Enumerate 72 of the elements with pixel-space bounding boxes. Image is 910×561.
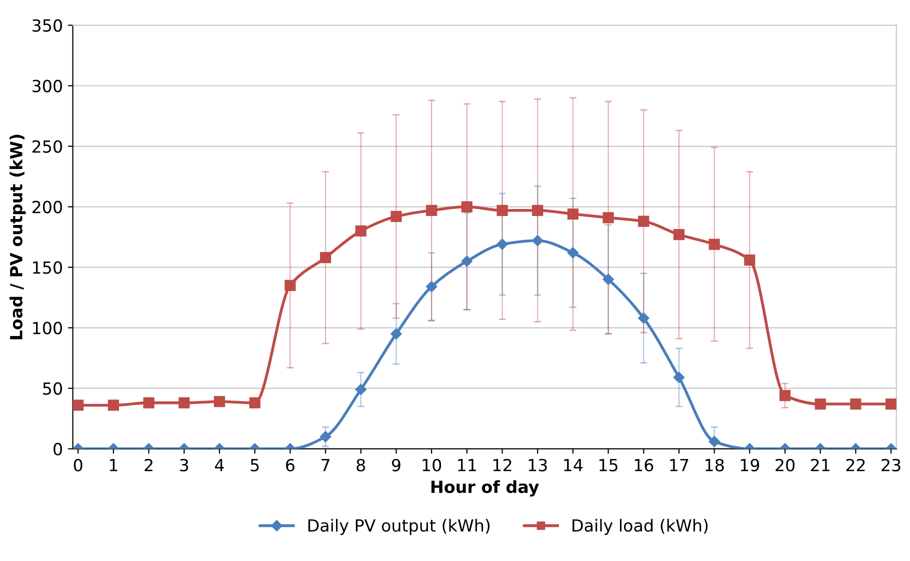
point: [72, 400, 84, 411]
x-tick-label: 11: [458, 459, 476, 472]
point: [567, 247, 579, 258]
x-axis-title: Hour of day: [431, 480, 539, 496]
point: [426, 281, 438, 292]
x-tick-label: 3: [180, 458, 188, 472]
x-tick-label: 0: [74, 458, 82, 472]
point: [850, 398, 862, 410]
x-tick-label: 10: [422, 458, 442, 472]
y-tick-label: 200: [32, 200, 62, 214]
y-tick-label: 300: [32, 80, 62, 92]
point: [673, 229, 685, 240]
x-tick-label: 22: [846, 458, 865, 472]
legend-label: Daily load (kWh): [572, 518, 708, 535]
x-tick-label: 2: [144, 458, 152, 472]
point: [602, 212, 614, 224]
point: [461, 201, 472, 212]
x-tick-label: 15: [600, 459, 618, 472]
x-tick-label: 20: [776, 458, 795, 472]
point: [638, 312, 650, 324]
y-tick-label: 350: [32, 19, 62, 32]
point: [567, 208, 578, 220]
legend-label: Daily PV output (kWh): [308, 518, 490, 535]
point: [320, 252, 332, 264]
point: [532, 235, 544, 246]
point: [638, 216, 650, 227]
x-tick-label: 18: [706, 458, 724, 472]
point: [108, 400, 120, 411]
x-tick-label: 13: [528, 458, 547, 472]
y-tick-label: 0: [54, 442, 62, 456]
point: [143, 397, 154, 408]
x-tick-label: 4: [214, 459, 224, 472]
x-tick-label: 21: [810, 458, 830, 472]
point: [355, 384, 366, 396]
point: [496, 238, 508, 250]
x-tick-label: 14: [564, 459, 583, 472]
y-tick-label: 250: [32, 140, 62, 153]
point: [426, 204, 438, 216]
y-tick-label: 100: [33, 322, 62, 334]
x-tick-label: 1: [110, 459, 118, 472]
x-tick-label: 5: [250, 459, 259, 472]
point: [744, 254, 756, 266]
x-tick-label: 12: [493, 458, 512, 472]
point: [461, 256, 473, 267]
y-axis-title: Load / PV output (kW): [10, 134, 26, 340]
x-tick-label: 9: [392, 458, 400, 472]
x-tick-label: 8: [356, 458, 366, 472]
point: [708, 436, 720, 448]
point: [249, 397, 260, 408]
point: [779, 390, 791, 402]
point: [178, 397, 190, 408]
x-tick-label: 19: [740, 458, 760, 472]
point: [390, 328, 402, 340]
x-tick-label: 17: [670, 459, 688, 472]
point: [320, 431, 332, 442]
y-tick-label: 50: [43, 382, 62, 395]
point: [673, 372, 685, 384]
point: [708, 238, 720, 250]
point: [355, 225, 366, 237]
point: [814, 398, 826, 410]
point: [885, 398, 896, 410]
point: [496, 204, 508, 216]
point: [284, 280, 296, 291]
x-tick-label: 16: [634, 458, 654, 472]
y-tick-label: 150: [33, 261, 62, 274]
point: [390, 210, 402, 222]
x-tick-label: 7: [322, 459, 330, 472]
x-tick-label: 6: [286, 458, 294, 472]
point: [602, 274, 614, 285]
point: [214, 396, 226, 408]
point: [532, 204, 544, 216]
x-tick-label: 23: [882, 458, 900, 472]
